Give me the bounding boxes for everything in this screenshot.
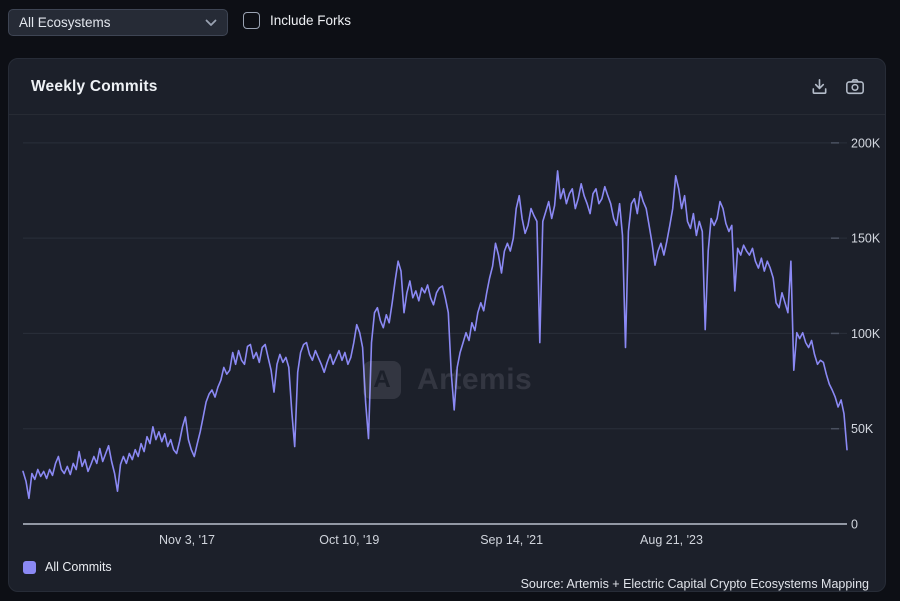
legend-item-all-commits[interactable]: All Commits xyxy=(23,560,112,574)
y-tick-label: 150K xyxy=(851,232,881,246)
camera-icon xyxy=(845,77,865,96)
download-button[interactable] xyxy=(810,77,829,96)
source-attribution: Source: Artemis + Electric Capital Crypt… xyxy=(520,577,869,591)
y-tick-label: 50K xyxy=(851,422,874,436)
weekly-commits-card: Weekly Commits 0 50K 100K 150K 200K Nov 3, '1… xyxy=(8,58,886,592)
ecosystem-select[interactable]: All Ecosystems xyxy=(8,9,228,36)
card-title: Weekly Commits xyxy=(31,77,158,95)
ecosystem-select-value: All Ecosystems xyxy=(19,15,111,30)
y-tick-label: 200K xyxy=(851,136,881,150)
card-actions xyxy=(810,77,865,96)
series-line-all-commits xyxy=(22,170,848,500)
chevron-down-icon xyxy=(205,19,217,27)
x-tick-label: Sep 14, '21 xyxy=(480,533,543,547)
legend-label: All Commits xyxy=(45,560,112,574)
include-forks-control: Include Forks xyxy=(243,12,351,29)
y-tick-label: 100K xyxy=(851,327,881,341)
x-tick-label: Oct 10, '19 xyxy=(319,533,379,547)
x-tick-label: Nov 3, '17 xyxy=(159,533,215,547)
weekly-commits-line-chart[interactable]: 0 50K 100K 150K 200K Nov 3, '17 Oct 10, '19 Sep… xyxy=(9,115,887,555)
download-icon xyxy=(810,77,829,96)
include-forks-label: Include Forks xyxy=(270,13,352,28)
legend-swatch xyxy=(23,560,36,574)
toolbar: All Ecosystems Include Forks xyxy=(0,0,900,58)
card-header: Weekly Commits xyxy=(9,59,885,115)
include-forks-checkbox[interactable] xyxy=(243,12,260,29)
chart-area: 0 50K 100K 150K 200K Nov 3, '17 Oct 10, '19 Sep… xyxy=(9,115,887,555)
x-tick-label: Aug 21, '23 xyxy=(640,533,703,547)
screenshot-button[interactable] xyxy=(845,77,865,96)
y-tick-label: 0 xyxy=(851,518,858,532)
